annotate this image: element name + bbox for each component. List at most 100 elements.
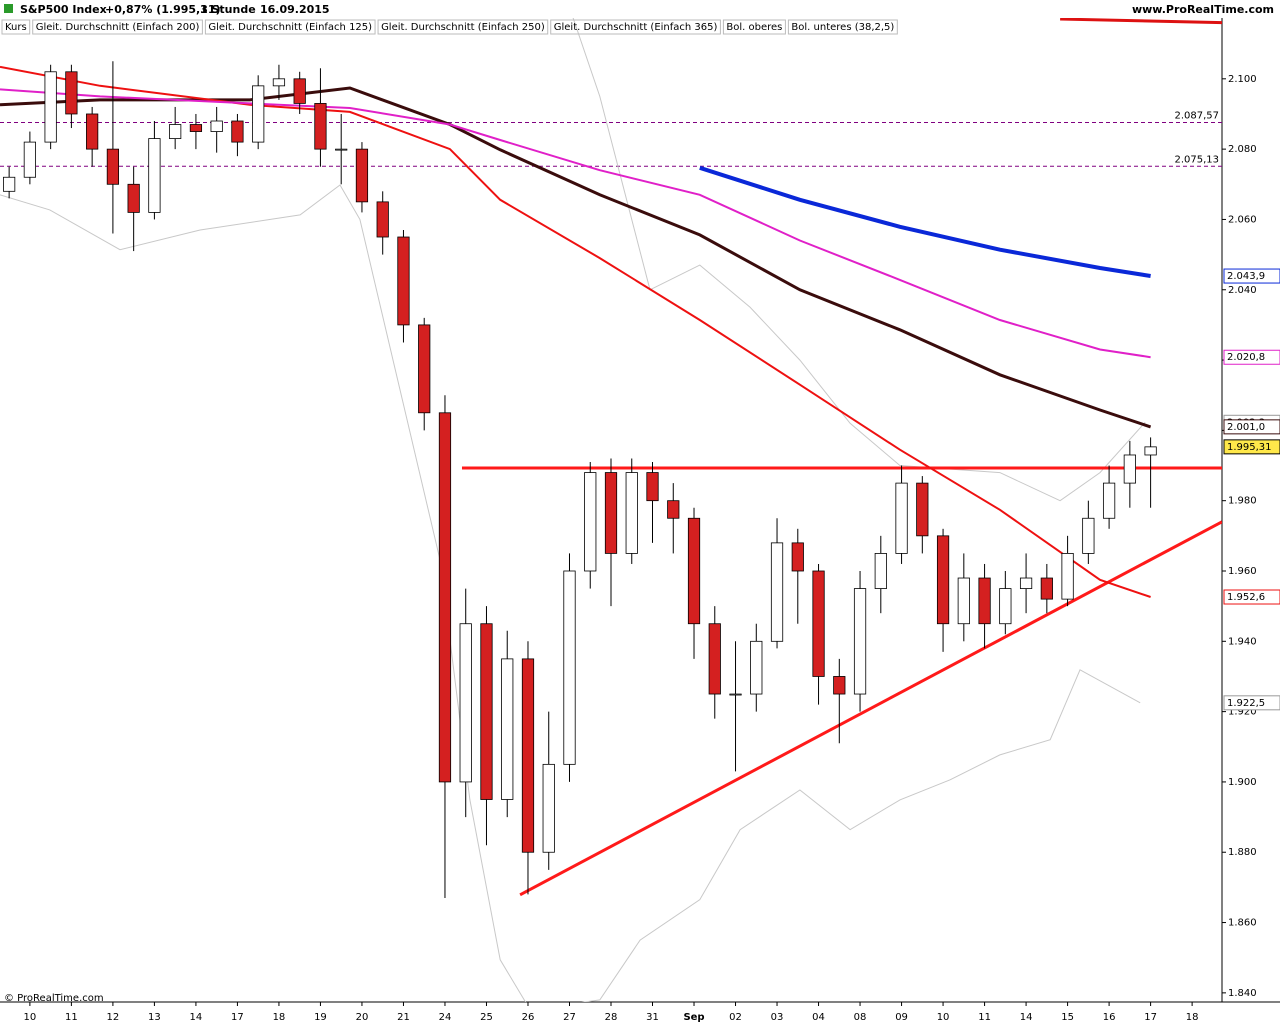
legend-box	[550, 19, 721, 35]
legend-label: Gleit. Durchschnitt (Einfach 365)	[554, 22, 718, 33]
candle-body	[936, 535, 950, 625]
candle-body	[957, 577, 970, 625]
x-tick-label: Sep	[683, 1012, 704, 1023]
x-tick-label: 02	[729, 1012, 742, 1023]
candle-body	[1144, 446, 1157, 456]
candle-body	[999, 588, 1012, 625]
y-tick-label: 2.060	[1228, 214, 1257, 225]
candle-body	[667, 500, 680, 519]
legend-label: Bol. oberes	[726, 22, 782, 33]
candle-body	[750, 640, 763, 695]
x-tick-label: 25	[480, 1012, 493, 1023]
last-value-label: 1.922,5	[1227, 698, 1265, 709]
candle-body	[65, 71, 78, 115]
y-tick-label: 1.940	[1228, 636, 1257, 647]
candle-body	[23, 141, 36, 178]
candle-body	[314, 103, 327, 150]
candle-body	[210, 120, 223, 132]
last-value-box	[1223, 349, 1280, 365]
candle-body	[106, 148, 120, 185]
legend-box	[1, 19, 31, 35]
level-label: 2.075,13	[1174, 154, 1219, 165]
candle-body	[1082, 517, 1095, 554]
series-line	[0, 88, 1151, 359]
y-tick-label: 1.860	[1228, 918, 1257, 929]
x-tick-label: 10	[937, 1012, 950, 1023]
x-tick-label: 20	[356, 1012, 369, 1023]
candle-body	[646, 472, 659, 502]
series-line	[0, 86, 1152, 429]
candle-body	[833, 676, 846, 695]
last-value-box	[1223, 268, 1280, 284]
x-tick-label: 15	[1061, 1012, 1074, 1023]
legend-box	[204, 19, 376, 35]
candle-body	[604, 472, 618, 554]
candle-body	[874, 553, 887, 589]
x-tick-label: 14	[1020, 1012, 1033, 1023]
candle-body	[231, 120, 244, 143]
copyright: © ProRealTime.com	[4, 993, 104, 1004]
x-tick-label: 08	[854, 1012, 867, 1023]
x-tick-label: 24	[439, 1012, 452, 1023]
x-tick-label: 19	[314, 1012, 327, 1023]
candle-body	[148, 138, 161, 213]
candle-body	[169, 124, 182, 139]
last-value-label: 1.995,31	[1227, 442, 1272, 453]
legend-box	[377, 19, 549, 35]
candle-body	[625, 472, 638, 554]
candle-body	[397, 236, 410, 326]
date: 16.09.2015	[260, 3, 330, 16]
x-tick-label: 21	[397, 1012, 410, 1023]
legend-label: Bol. unteres (38,2,5)	[791, 22, 894, 33]
legend-label: Gleit. Durchschnitt (Einfach 125)	[208, 22, 372, 33]
candle-body	[272, 78, 286, 87]
series-line	[0, 65, 1151, 598]
candle-body	[501, 658, 514, 800]
legend-box	[32, 19, 203, 35]
last-value-label: 2.020,8	[1227, 352, 1265, 363]
x-tick-label: 10	[24, 1012, 37, 1023]
candle-body	[895, 482, 908, 554]
candle-body	[1061, 553, 1074, 600]
legend-label: Gleit. Durchschnitt (Einfach 200)	[36, 22, 200, 33]
level-label: 2.087,57	[1174, 111, 1219, 122]
x-tick-label: 26	[522, 1012, 535, 1023]
candle-body	[563, 570, 576, 765]
y-tick-label: 2.040	[1228, 285, 1257, 296]
last-value-label: 2.001,0	[1227, 422, 1265, 433]
legend-box	[787, 19, 898, 35]
candle-body	[521, 658, 535, 853]
x-tick-label: 16	[1103, 1012, 1116, 1023]
x-tick-label: 12	[107, 1012, 120, 1023]
candle-body	[44, 71, 57, 143]
candle-body	[687, 517, 701, 625]
y-tick-label: 2.100	[1228, 74, 1257, 85]
candle-body	[480, 623, 493, 800]
y-tick-label: 1.980	[1228, 496, 1257, 507]
y-tick-label: 2.080	[1228, 144, 1257, 155]
series-line	[572, 18, 1146, 502]
y-tick-label: 1.840	[1228, 988, 1257, 999]
candle-body	[812, 570, 825, 677]
candle-body	[770, 542, 784, 642]
y-tick-label: 1.900	[1228, 777, 1257, 788]
x-tick-label: 17	[1144, 1012, 1157, 1023]
x-tick-label: 11	[978, 1012, 991, 1023]
trendline	[1060, 18, 1222, 25]
y-tick-label: 1.880	[1228, 847, 1257, 858]
interval: 1 Stunde	[200, 3, 256, 16]
candle-body	[3, 176, 16, 192]
x-tick-label: 31	[646, 1012, 659, 1023]
y-tick-label: 1.960	[1228, 566, 1257, 577]
series-line	[0, 184, 1141, 1002]
last-value-box	[1223, 439, 1280, 455]
candle-body	[335, 148, 348, 151]
x-tick-label: 11	[65, 1012, 78, 1023]
x-tick-label: 03	[771, 1012, 784, 1023]
candle-body	[189, 124, 203, 132]
trendline	[519, 520, 1222, 897]
x-tick-label: 13	[148, 1012, 161, 1023]
legend-box	[722, 19, 786, 35]
x-tick-label: 04	[812, 1012, 825, 1023]
